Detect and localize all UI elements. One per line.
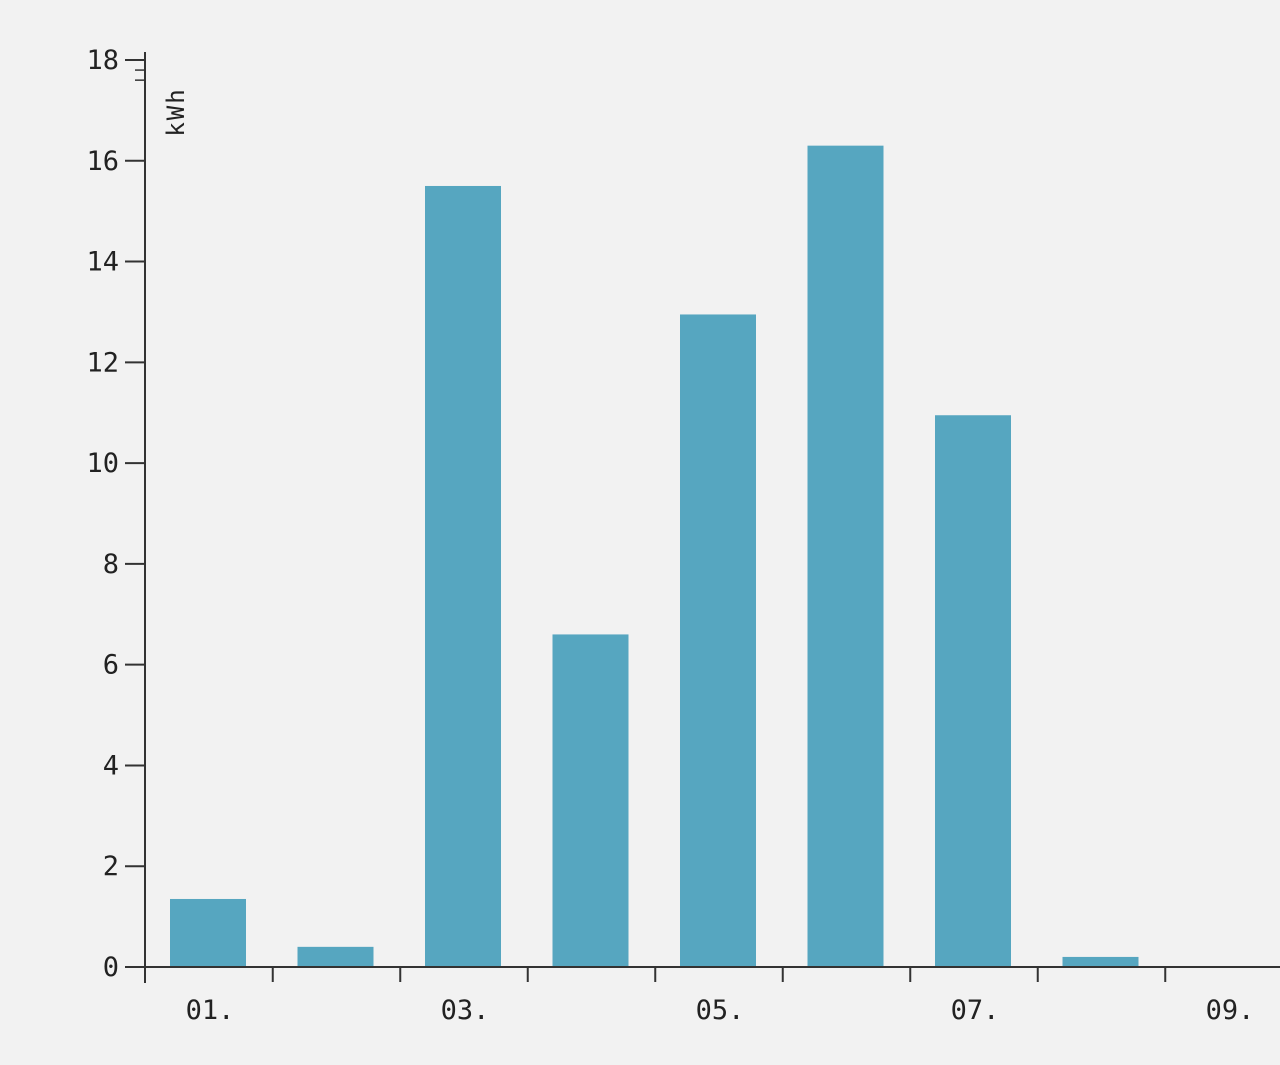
bar-07 xyxy=(935,415,1011,967)
x-tick-label-03: 03. xyxy=(441,995,490,1026)
y-tick-label-18: 18 xyxy=(86,45,119,76)
x-tick-label-05: 05. xyxy=(696,995,745,1026)
bar-05 xyxy=(680,314,756,968)
x-tick-label-07: 07. xyxy=(951,995,1000,1026)
y-tick-label-12: 12 xyxy=(86,347,119,378)
bar-06 xyxy=(807,145,884,967)
bars-group xyxy=(170,145,1139,968)
y-axis-title: kWh xyxy=(162,87,190,136)
y-tick-label-14: 14 xyxy=(86,247,119,278)
y-tick-label-2: 2 xyxy=(103,851,119,882)
x-ticks-group: 01. 03. 05. 07. 09. xyxy=(144,967,1255,1026)
y-tick-label-4: 4 xyxy=(103,750,119,781)
x-tick-label-01: 01. xyxy=(186,995,235,1026)
y-ticks-group: 0 2 4 6 8 10 12 14 16 18 xyxy=(86,45,145,983)
bar-03 xyxy=(425,185,501,967)
bar-01 xyxy=(170,898,246,967)
x-tick-label-09: 09. xyxy=(1206,995,1255,1026)
y-tick-label-8: 8 xyxy=(103,549,119,580)
y-tick-label-16: 16 xyxy=(86,146,119,177)
y-tick-label-10: 10 xyxy=(86,448,119,479)
y-tick-label-0: 0 xyxy=(103,952,119,983)
axes-group xyxy=(142,52,1280,983)
bar-04 xyxy=(552,634,629,967)
bar-02 xyxy=(297,946,374,967)
y-tick-label-6: 6 xyxy=(103,650,119,681)
bar-08 xyxy=(1062,956,1139,967)
